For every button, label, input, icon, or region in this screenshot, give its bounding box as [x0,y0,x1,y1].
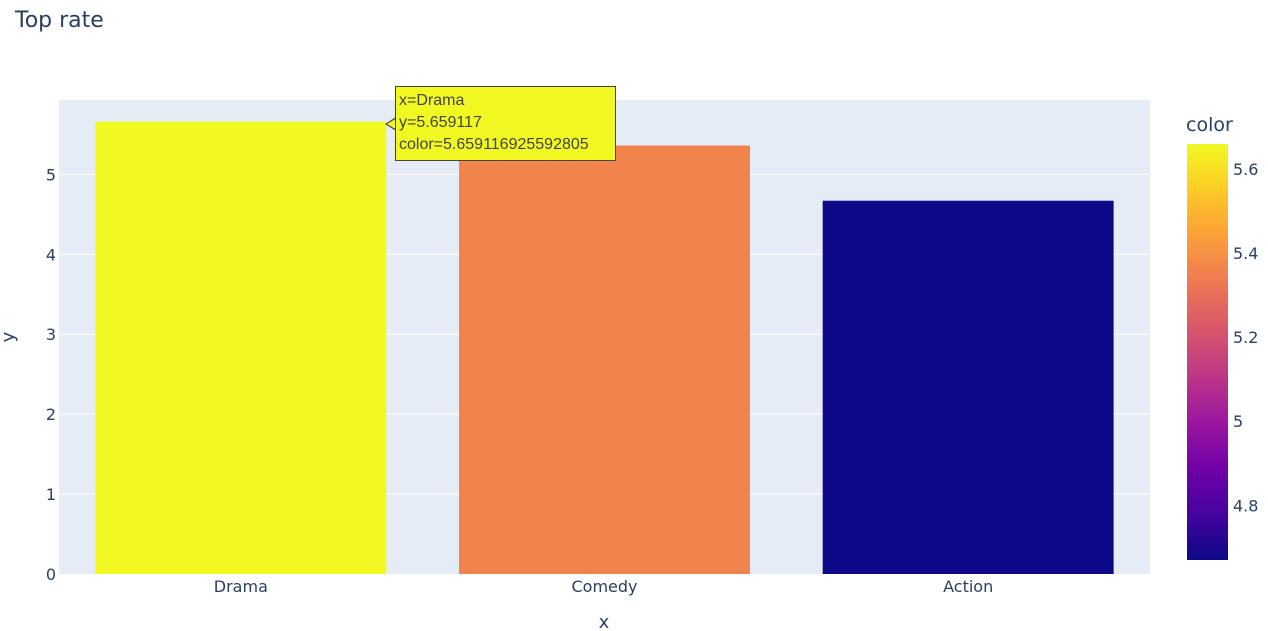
y-tick-label: 5 [46,165,56,184]
tooltip-arrow-fill [387,118,397,130]
bar [459,145,750,574]
tooltip-line-x: x=Drama [399,92,465,109]
colorbar [1187,144,1228,560]
colorbar-tick-label: 5.2 [1233,328,1258,347]
hover-tooltip: x=Drama y=5.659117 color=5.6591169255928… [395,86,616,161]
colorbar-title: color [1186,114,1233,136]
colorbar-tick-label: 4.8 [1233,496,1258,515]
y-axis-title: y [0,331,19,342]
tooltip-line-y: y=5.659117 [399,114,482,131]
y-tick-label: 1 [46,485,56,504]
colorbar-tick-label: 5.4 [1233,244,1258,263]
colorbar-tick-label: 5 [1233,412,1243,431]
x-axis-title: x [599,612,610,631]
colorbar-tick-label: 5.6 [1233,160,1258,179]
x-tick-label: Drama [214,577,268,596]
x-tick-label: Comedy [571,577,637,596]
x-tick-label: Action [943,577,993,596]
bar [95,121,387,574]
y-tick-label: 2 [46,405,56,424]
y-tick-label: 4 [46,245,56,264]
tooltip-line-color: color=5.659116925592805 [399,136,589,153]
y-tick-label: 3 [46,325,56,344]
bar [822,200,1114,574]
y-tick-label: 0 [46,565,56,584]
chart-title: Top rate [15,8,104,33]
